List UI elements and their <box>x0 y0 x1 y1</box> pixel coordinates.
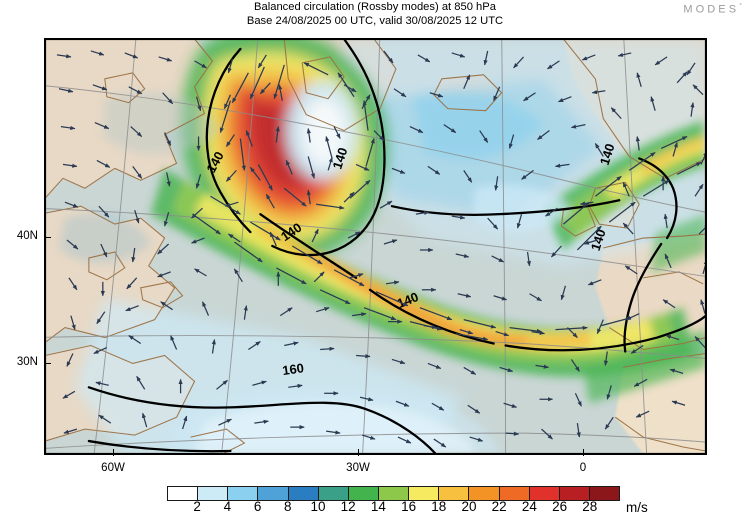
colorbar-bin-1 <box>198 487 229 500</box>
colorbar-bin-11 <box>499 487 530 500</box>
colorbar-bin-3 <box>258 487 289 500</box>
colorbar-bin-0 <box>168 487 199 500</box>
modes-logo-mark: ° <box>739 3 742 10</box>
chart-title: Balanced circulation (Rossby modes) at 8… <box>254 1 496 13</box>
chart-title-block: Balanced circulation (Rossby modes) at 8… <box>0 1 750 28</box>
colorbar-tick-6: 6 <box>253 499 262 514</box>
modes-logo-text: MODES <box>683 3 740 16</box>
tick-lat-40n <box>44 237 51 239</box>
colorbar-bin-5 <box>318 487 349 500</box>
colorbar-tick-2: 2 <box>193 499 201 514</box>
contour-label-160: 160 <box>281 360 304 378</box>
colorbar-units-label: m/s <box>626 500 648 515</box>
contour-lines <box>87 39 706 454</box>
colorbar-bin-4 <box>288 487 319 500</box>
colorbar-tick-26: 26 <box>552 499 568 514</box>
colorbar-bin-10 <box>469 487 500 500</box>
colorbar-tick-16: 16 <box>401 499 417 514</box>
axis-label-lon-60w: 60W <box>101 462 125 474</box>
colorbar-tick-28: 28 <box>582 499 598 514</box>
tick-lon-60w <box>113 449 115 456</box>
colorbar-tick-8: 8 <box>284 499 292 514</box>
graticule <box>45 39 706 454</box>
contour-label-140: 140 <box>395 289 421 311</box>
axis-label-lat-40n: 40N <box>16 230 38 242</box>
map-canvas: 140 140 140 140 140 140 160 <box>45 39 706 454</box>
tick-lon-0 <box>583 449 585 456</box>
colorbar-tick-14: 14 <box>370 499 386 514</box>
colorbar-tick-22: 22 <box>491 499 507 514</box>
colorbar-tick-12: 12 <box>340 499 356 514</box>
colorbar-bin-14 <box>589 487 620 500</box>
colorbar-tick-4: 4 <box>223 499 232 514</box>
wind-vectors <box>56 50 706 448</box>
contour-label-140: 140 <box>597 142 618 167</box>
colorbar-bin-12 <box>529 487 560 500</box>
chart-subtitle: Base 24/08/2025 00 UTC, valid 30/08/2025… <box>246 14 504 27</box>
colorbar-bin-7 <box>378 487 410 500</box>
tick-lon-30w <box>358 449 360 456</box>
tick-lat-30n <box>44 363 51 365</box>
colorbar-tick-18: 18 <box>431 499 447 514</box>
colorbar-tick-24: 24 <box>521 499 537 514</box>
colorbar-tick-20: 20 <box>461 499 477 514</box>
axis-label-lon-0: 0 <box>579 462 587 474</box>
colorbar-tick-10: 10 <box>310 499 326 514</box>
map-plot-area: 140 140 140 140 140 140 160 <box>44 38 707 455</box>
axis-label-lat-30n: 30N <box>16 356 38 368</box>
modes-logo: MODES° <box>683 3 742 16</box>
colorbar-bin-8 <box>409 487 440 500</box>
contour-label-140: 140 <box>329 146 350 171</box>
colorbar <box>167 486 620 501</box>
colorbar-bin-6 <box>348 487 379 500</box>
colorbar-bin-13 <box>559 487 590 500</box>
colorbar-bin-9 <box>439 487 470 500</box>
axis-label-lon-30w: 30W <box>346 462 370 474</box>
colorbar-bin-2 <box>228 487 259 500</box>
